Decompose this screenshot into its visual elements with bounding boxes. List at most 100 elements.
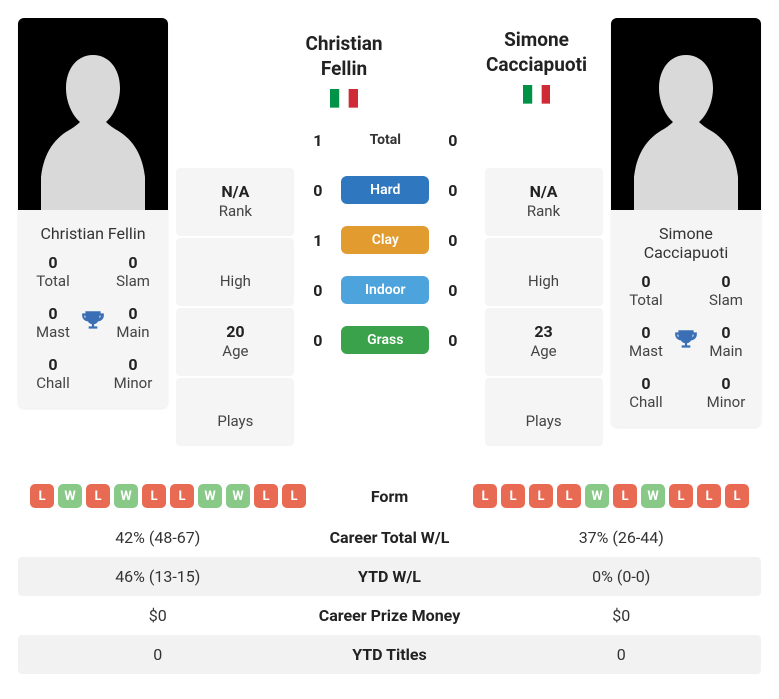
form-label: Form [306,487,473,506]
trophy-icon [80,308,106,338]
player-name-left-big[interactable]: Christian Fellin [303,32,386,81]
h2h-surface-pill[interactable]: Clay [341,226,429,254]
player-card-left: Christian Fellin 0Total 0Slam 0Mast 0Mai… [18,18,168,408]
player-name-left-small: Christian Fellin [18,210,168,253]
stat-rank-left: N/ARank [176,168,294,236]
flag-italy-right [523,85,551,104]
comparison-row: 42% (48-67)Career Total W/L37% (26-44) [18,518,761,557]
stat-rank-right: N/ARank [485,168,603,236]
h2h-row: 0 Grass 0 [303,326,468,354]
h2h-surface-pill[interactable]: Indoor [341,276,429,304]
h2h-surface-pill[interactable]: Grass [341,326,429,354]
h2h-surface-pill: Total [341,126,429,154]
stat-age-left: 20Age [176,308,294,376]
form-row: LWLWLLWWLL Form LLLLWLWLLL [18,474,761,518]
form-badge[interactable]: L [142,484,166,508]
form-badge[interactable]: L [86,484,110,508]
title-minor-left: 0Minor [106,355,160,392]
h2h-row: 0 Hard 0 [303,176,468,204]
top-panel: Christian Fellin 0Total 0Slam 0Mast 0Mai… [18,18,761,446]
h2h-row: 1 Total 0 [303,126,468,154]
comparison-right: $0 [490,606,754,625]
form-badge[interactable]: L [669,484,693,508]
form-badge[interactable]: L [282,484,306,508]
comparison-left: 46% (13-15) [26,567,290,586]
stat-age-right: 23Age [485,308,603,376]
flag-italy-left [330,89,358,108]
form-badge[interactable]: L [557,484,581,508]
title-slam-right: 0Slam [699,272,753,309]
form-badge[interactable]: L [170,484,194,508]
form-badges-left: LWLWLLWWLL [26,484,306,508]
comparison-table: LWLWLLWWLL Form LLLLWLWLLL 42% (48-67)Ca… [18,474,761,674]
h2h-right-value: 0 [438,131,468,150]
title-total-right: 0Total [619,272,673,309]
h2h-right-value: 0 [438,281,468,300]
player-card-right: Simone Cacciapuoti 0Total 0Slam 0Mast 0M… [611,18,761,427]
form-badge[interactable]: L [725,484,749,508]
h2h-left-value: 1 [303,131,333,150]
silhouette-icon [631,40,741,210]
player-name-right-small: Simone Cacciapuoti [611,210,761,272]
h2h-left-value: 0 [303,281,333,300]
comparison-row: 0YTD Titles0 [18,635,761,674]
comparison-left: $0 [26,606,290,625]
form-badge[interactable]: L [501,484,525,508]
trophy-icon [673,327,699,357]
h2h-surface-pill[interactable]: Hard [341,176,429,204]
title-slam-left: 0Slam [106,253,160,290]
h2h-right-value: 0 [438,331,468,350]
stat-high-right: High [485,238,603,306]
title-minor-right: 0Minor [699,374,753,411]
form-badge[interactable]: W [585,484,609,508]
title-mast-right: 0Mast [619,323,673,360]
comparison-right: 0% (0-0) [490,567,754,586]
stat-plays-left: Plays [176,378,294,446]
form-badge[interactable]: L [473,484,497,508]
comparison-label: Career Total W/L [290,528,490,547]
h2h-row: 0 Indoor 0 [303,276,468,304]
comparison-row: 46% (13-15)YTD W/L0% (0-0) [18,557,761,596]
titles-grid-left: 0Total 0Slam 0Mast 0Main 0Chall 0Minor [18,253,168,408]
form-badge[interactable]: L [613,484,637,508]
comparison-left: 0 [26,645,290,664]
form-badge[interactable]: L [30,484,54,508]
comparison-label: YTD Titles [290,645,490,664]
comparison-left: 42% (48-67) [26,528,290,547]
title-main-left: 0Main [106,304,160,341]
h2h-right-value: 0 [438,231,468,250]
form-badges-right: LLLLWLWLLL [473,484,753,508]
h2h-center: Christian Fellin 1 Total 0 0 Hard 0 1 Clay 0 0 Ind… [303,18,468,354]
h2h-left-value: 0 [303,181,333,200]
player-name-right-big[interactable]: Simone Cacciapuoti [454,28,619,77]
h2h-left-value: 1 [303,231,333,250]
comparison-right: 37% (26-44) [490,528,754,547]
titles-grid-right: 0Total 0Slam 0Mast 0Main 0Chall 0Minor [611,272,761,427]
title-main-right: 0Main [699,323,753,360]
form-badge[interactable]: W [641,484,665,508]
silhouette-icon [38,40,148,210]
stat-plays-right: Plays [485,378,603,446]
form-badge[interactable]: W [198,484,222,508]
form-badge[interactable]: W [114,484,138,508]
player-name-right-wrap: Simone Cacciapuoti [454,28,619,108]
stat-high-left: High [176,238,294,306]
title-total-left: 0Total [26,253,80,290]
stat-col-left: N/ARank High 20Age Plays [176,168,294,446]
form-badge[interactable]: W [58,484,82,508]
stat-col-right: N/ARank High 23Age Plays [485,168,603,446]
title-mast-left: 0Mast [26,304,80,341]
comparison-label: YTD W/L [290,567,490,586]
form-badge[interactable]: L [697,484,721,508]
h2h-left-value: 0 [303,331,333,350]
h2h-row: 1 Clay 0 [303,226,468,254]
title-chall-left: 0Chall [26,355,80,392]
h2h-right-value: 0 [438,181,468,200]
player-photo-left [18,18,168,210]
form-badge[interactable]: L [254,484,278,508]
comparison-right: 0 [490,645,754,664]
title-chall-right: 0Chall [619,374,673,411]
form-badge[interactable]: L [529,484,553,508]
form-badge[interactable]: W [226,484,250,508]
player-photo-right [611,18,761,210]
